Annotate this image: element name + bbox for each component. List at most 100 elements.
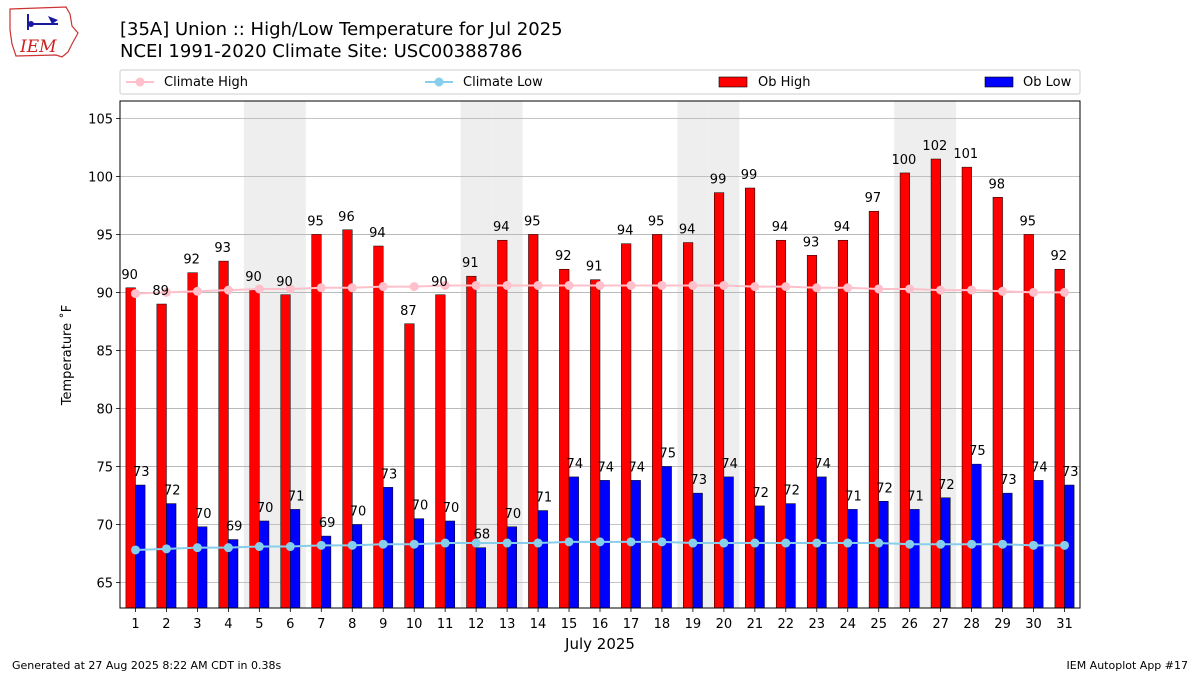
iem-logo[interactable]: IEM [9,6,79,58]
legend-ob-low-swatch [984,76,1014,88]
climate-high-marker-day-14 [533,280,543,290]
x-tick-label-22: 22 [778,617,795,632]
climate-high-marker-day-8 [347,283,357,293]
ob-low-label-day-2: 72 [164,484,181,499]
ob-high-label-day-26: 100 [891,153,916,168]
climate-high-marker-day-30 [1029,287,1039,297]
climate-high-marker-day-25 [874,284,884,294]
ob-high-label-day-15: 92 [555,249,572,264]
climate-high-marker-day-16 [595,280,605,290]
ob-high-label-day-24: 94 [834,220,851,235]
climate-high-marker-day-10 [409,282,419,292]
ob-high-label-day-1: 90 [121,268,138,283]
ob-low-label-day-6: 71 [288,489,305,504]
x-tick-label-25: 25 [870,617,887,632]
climate-low-marker-day-30 [1029,540,1039,550]
legend-ob-low-label: Ob Low [1023,75,1072,90]
y-tick-label-95: 95 [96,228,113,243]
ob-high-bar-day-22 [775,239,787,609]
ob-high-bar-day-18 [652,234,663,609]
ob-high-bar-day-14 [528,234,539,609]
ob-high-bar-day-24 [837,239,848,609]
climate-high-marker-day-6 [285,284,295,294]
ob-high-label-day-25: 97 [865,191,882,206]
y-tick-label-65: 65 [96,576,113,591]
x-tick-label-1: 1 [131,617,139,632]
climate-low-marker-day-7 [316,540,326,550]
climate-low-marker-day-19 [688,538,698,548]
ob-low-label-day-9: 73 [381,467,398,482]
ob-high-label-day-31: 92 [1050,249,1067,264]
climate-low-marker-day-21 [750,538,760,548]
climate-low-marker-day-4 [223,543,233,553]
weekend-shading [243,101,957,608]
climate-low-marker-day-9 [378,539,388,549]
x-tick-label-18: 18 [654,617,671,632]
x-tick-label-3: 3 [193,617,201,632]
ob-high-bar-day-17 [621,243,632,609]
legend-climate-low: Climate Low [425,75,543,90]
climate-high-marker-day-11 [440,280,450,290]
ob-high-bar-day-11 [435,294,446,609]
ob-low-bar-day-5 [259,520,270,609]
x-tick-label-5: 5 [255,617,263,632]
x-tick-label-14: 14 [530,617,547,632]
footer-app: IEM Autoplot App #17 [1067,659,1189,672]
weather-vane-flag [48,16,58,24]
ob-low-label-day-24: 71 [845,489,862,504]
legend-ob-low: Ob Low [984,75,1072,90]
ob-low-bar-day-12 [475,547,486,609]
legend-frame [119,69,1081,95]
ob-high-label-day-27: 102 [922,139,947,154]
climate-low-marker-day-5 [254,542,264,552]
climate-low-marker-day-16 [595,537,605,547]
legend-ob-high: Ob High [718,75,811,90]
ob-low-label-day-16: 74 [598,460,615,475]
ob-low-label-day-21: 72 [752,486,769,501]
ob-low-bar-day-25 [878,501,889,609]
y-tick-label-75: 75 [96,460,113,475]
x-tick-label-2: 2 [162,617,170,632]
climate-low-marker-day-22 [781,538,791,548]
ob-high-label-day-5: 90 [245,270,262,285]
climate-low-marker-day-28 [967,539,977,549]
logo-text: IEM [19,37,57,57]
data-labels: 90 73 89 72 92 70 93 69 90 70 90 71 95 69 96 70 94 73 87 70… [121,139,1078,543]
climate-low-marker-day-17 [626,537,636,547]
climate-high-marker-day-24 [843,283,853,293]
climate-low-marker-day-15 [564,537,574,547]
y-tick-label-85: 85 [96,344,113,359]
ob-low-bar-day-21 [754,505,765,609]
climate-high-marker-day-2 [161,287,171,297]
climate-high-marker-day-23 [812,283,822,293]
footer-generated: Generated at 27 Aug 2025 8:22 AM CDT in … [12,659,281,672]
ob-high-label-day-23: 93 [803,235,820,250]
ob-low-label-day-25: 72 [876,481,893,496]
ob-high-label-day-13: 94 [493,220,510,235]
ob-high-label-day-17: 94 [617,224,634,239]
ob-high-label-day-21: 99 [741,168,758,183]
climate-high-marker-day-17 [626,280,636,290]
x-tick-label-17: 17 [623,617,640,632]
climate-high-marker-day-15 [564,280,574,290]
climate-low-marker-day-25 [874,538,884,548]
climate-high-marker-day-28 [967,285,977,295]
y-tick-label-80: 80 [96,402,113,417]
ob-low-label-day-1: 73 [133,465,150,480]
ob-high-label-day-3: 92 [183,253,200,268]
climate-high-marker-day-31 [1060,287,1070,297]
ob-high-bar-day-10 [404,323,415,609]
ob-low-bar-day-28 [971,463,982,609]
ob-low-label-day-19: 73 [690,473,707,488]
climate-low-marker-day-26 [905,539,915,549]
ob-high-label-day-30: 95 [1019,214,1036,229]
ob-high-label-day-4: 93 [214,241,231,256]
ob-low-label-day-3: 70 [195,507,212,522]
ob-low-label-day-27: 72 [938,478,955,493]
climate-high-marker-day-27 [936,285,946,295]
ob-high-label-day-11: 90 [431,275,448,290]
y-axis-title: Temperature ˚F [59,305,75,406]
ob-low-label-day-15: 74 [567,457,584,472]
ob-low-label-day-11: 70 [443,501,460,516]
